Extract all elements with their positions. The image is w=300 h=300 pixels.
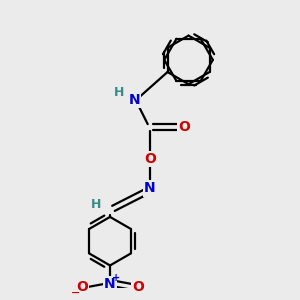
Text: O: O: [144, 152, 156, 166]
Text: O: O: [178, 120, 190, 134]
Text: H: H: [113, 86, 124, 99]
Text: H: H: [91, 198, 101, 212]
Text: +: +: [112, 273, 120, 283]
Text: N: N: [104, 277, 116, 291]
Text: −: −: [71, 288, 80, 298]
Text: O: O: [76, 280, 88, 294]
Text: N: N: [128, 93, 140, 107]
Text: O: O: [132, 280, 144, 294]
Text: N: N: [144, 182, 156, 195]
